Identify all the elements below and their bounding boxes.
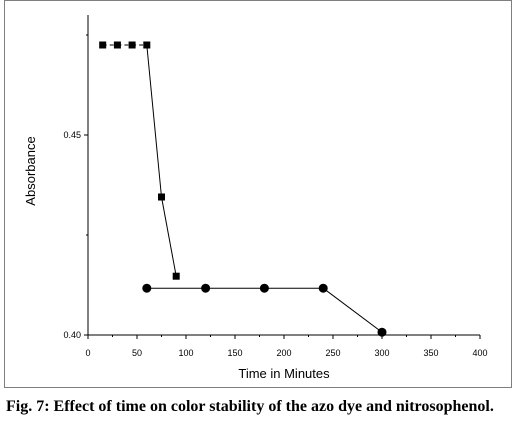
x-tick-label: 150: [227, 348, 242, 358]
series-2-segment: [322, 287, 383, 333]
x-tick-label: 50: [132, 348, 142, 358]
x-tick-label: 300: [374, 348, 389, 358]
y-axis-title: Absorbance: [23, 136, 38, 205]
y-tick-label: 0.45: [63, 130, 81, 140]
series-2-point: [201, 283, 211, 293]
series-1-point: [158, 193, 165, 201]
series-2-point: [377, 327, 387, 337]
series-1-point: [128, 41, 136, 49]
series-markers: [99, 41, 387, 337]
series-2-point: [142, 283, 152, 293]
series-1-point: [143, 41, 151, 49]
figure-caption: Fig. 7: Effect of time on color stabilit…: [6, 398, 494, 415]
x-axis-title: Time in Minutes: [238, 366, 330, 381]
axes: [84, 15, 481, 339]
y-tick-label: 0.40: [63, 330, 81, 340]
series-1-point: [113, 41, 121, 49]
axis-labels: 0 50 100 150 200 250 300 350 400 0.40 0.45 Time in …: [23, 130, 488, 381]
x-tick-label: 0: [85, 348, 90, 358]
x-tick-label: 100: [178, 348, 193, 358]
x-tick-label: 350: [423, 348, 438, 358]
series-2-point: [259, 283, 269, 293]
series-1-point: [99, 41, 107, 49]
x-tick-label: 400: [472, 348, 487, 358]
figure-frame: [4, 0, 512, 388]
x-tick-label: 250: [325, 348, 340, 358]
series-1-segment: [161, 196, 177, 277]
series-1-segment: [146, 44, 162, 198]
series-1-point: [172, 272, 180, 280]
series-2-point: [318, 283, 328, 293]
x-tick-label: 200: [276, 348, 291, 358]
